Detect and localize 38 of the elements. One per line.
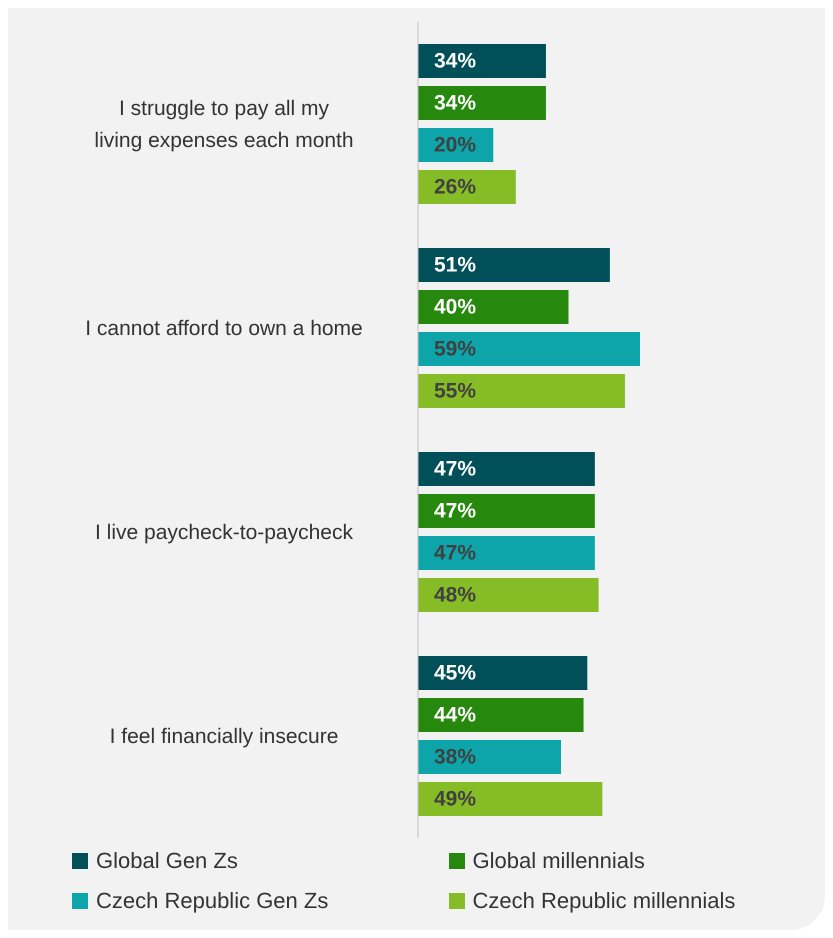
bar	[418, 578, 599, 612]
data-label: 55%	[434, 380, 476, 402]
bar	[418, 374, 625, 408]
data-label: 44%	[434, 704, 476, 726]
y-tick-label: I live paycheck-to-paycheck	[95, 520, 354, 544]
legend-label: Global millennials	[472, 848, 645, 874]
data-label: 34%	[434, 92, 476, 114]
bar	[418, 656, 588, 690]
bar	[418, 290, 569, 324]
y-tick-label: I struggle to pay all my living expenses each month	[94, 96, 354, 152]
bar	[418, 452, 595, 486]
data-label: 40%	[434, 296, 476, 318]
data-label: 47%	[434, 542, 476, 564]
data-label: 47%	[434, 500, 476, 522]
data-label: 34%	[434, 50, 476, 72]
y-tick-label: I feel financially insecure	[110, 724, 338, 748]
y-tick-label: I cannot afford to own a home	[85, 316, 363, 340]
bar	[418, 698, 584, 732]
data-label: 51%	[434, 254, 476, 276]
bar	[418, 782, 602, 816]
data-label: 26%	[434, 176, 476, 198]
bar	[418, 536, 595, 570]
data-label: 45%	[434, 662, 476, 684]
data-label: 38%	[434, 746, 476, 768]
legend-label: Czech Republic Gen Zs	[96, 888, 328, 914]
data-label: 48%	[434, 584, 476, 606]
bar	[418, 494, 595, 528]
data-label: 59%	[434, 338, 476, 360]
legend-label: Global Gen Zs	[96, 848, 238, 874]
bar	[418, 332, 640, 366]
data-label: 20%	[434, 134, 476, 156]
bar	[418, 740, 561, 774]
legend-label: Czech Republic millennials	[472, 888, 736, 914]
bar	[418, 44, 546, 78]
data-label: 47%	[434, 458, 476, 480]
bar	[418, 86, 546, 120]
bar	[418, 248, 610, 282]
data-label: 49%	[434, 788, 476, 810]
